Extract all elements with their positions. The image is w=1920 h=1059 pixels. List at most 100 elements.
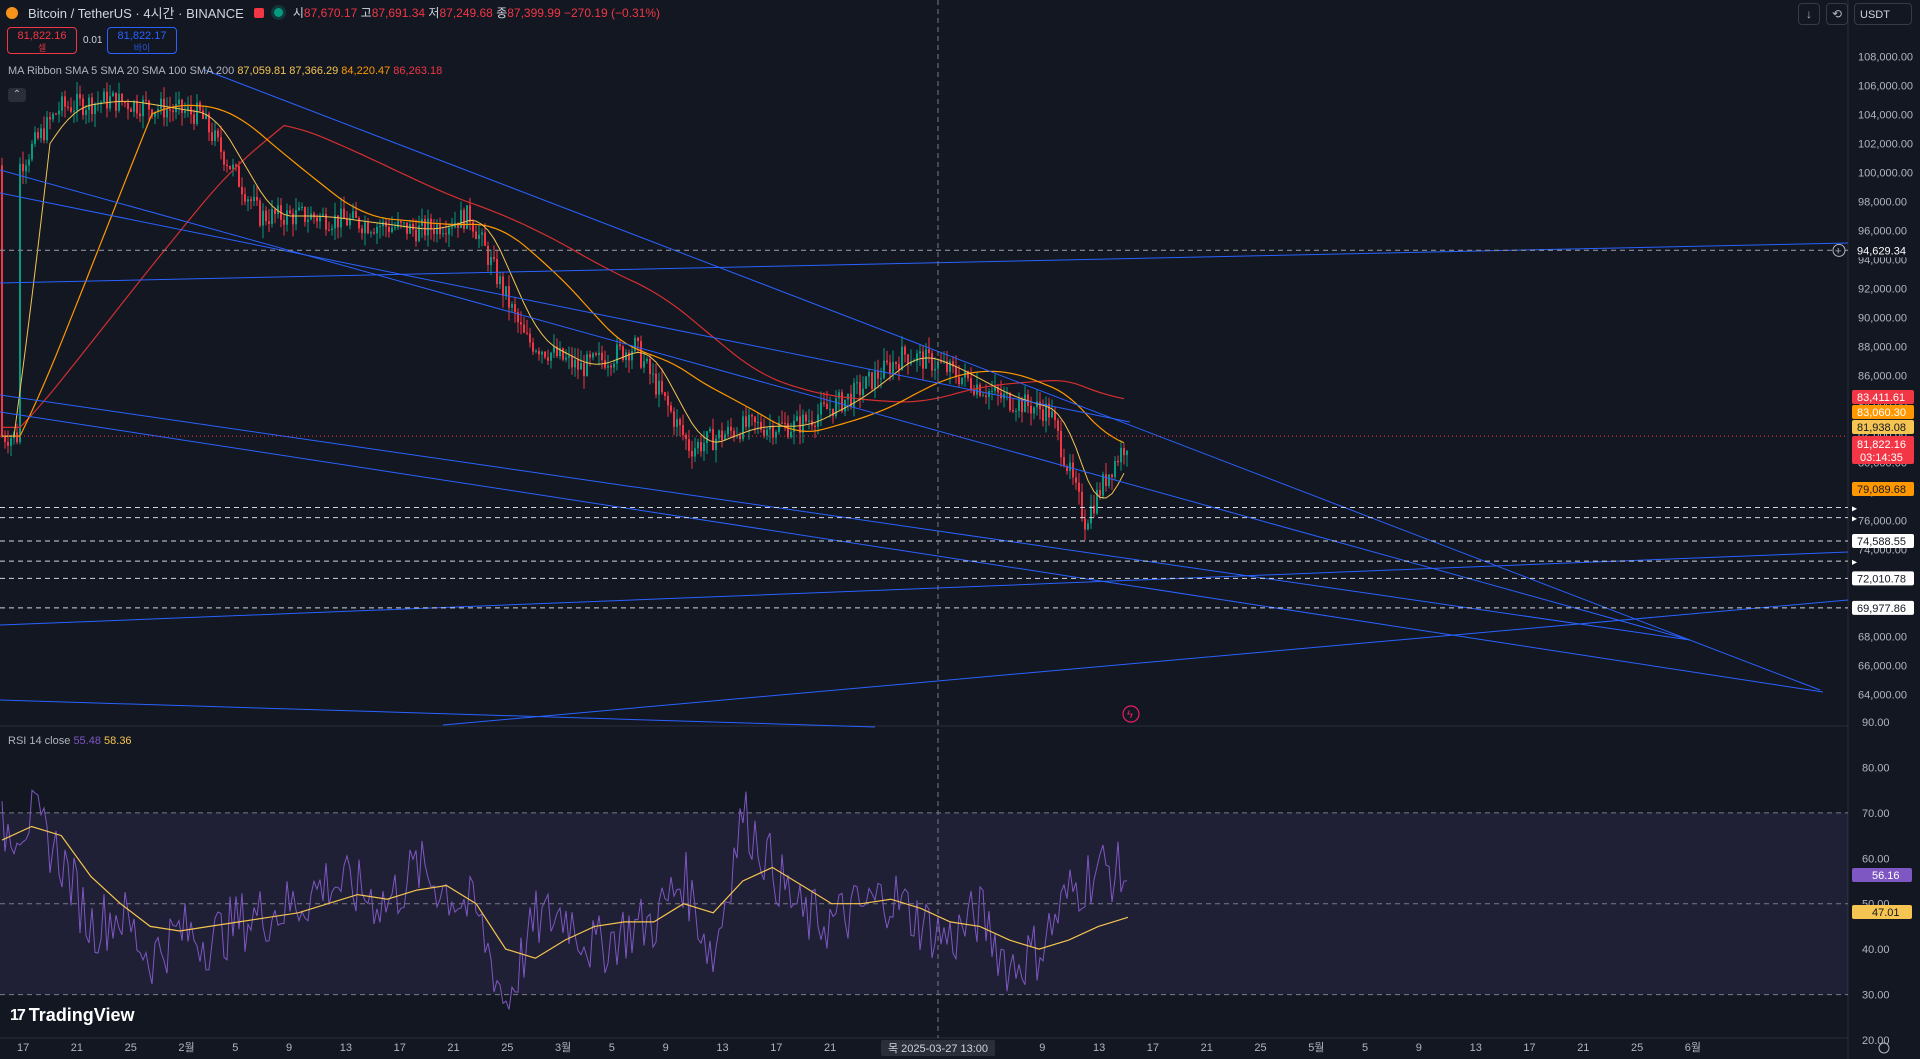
candle-body xyxy=(928,349,930,354)
add-alert-icon[interactable] xyxy=(1832,243,1846,257)
rsi-legend[interactable]: RSI 14 close 55.48 58.36 xyxy=(8,735,132,747)
sell-button[interactable]: 81,822.16 셀 xyxy=(7,27,77,54)
candle-body xyxy=(226,164,228,166)
candle-body xyxy=(754,416,756,423)
candle-body xyxy=(376,226,378,234)
candle-body xyxy=(298,207,300,211)
candle-body xyxy=(832,408,834,417)
candle-body xyxy=(601,352,603,361)
candle-body xyxy=(457,222,459,228)
candle-body xyxy=(76,93,78,111)
candle-body xyxy=(361,228,363,234)
candle-body xyxy=(331,228,333,231)
price-tick-label: 88,000.00 xyxy=(1858,342,1907,354)
candle-body xyxy=(58,110,60,115)
ma-ribbon-legend[interactable]: MA Ribbon SMA 5 SMA 20 SMA 100 SMA 200 8… xyxy=(8,65,443,77)
candle-body xyxy=(316,217,318,222)
trend-line[interactable] xyxy=(0,242,1849,284)
candle-body xyxy=(139,113,141,117)
candle-body xyxy=(1060,430,1062,458)
candle-body xyxy=(463,210,465,229)
candle-body xyxy=(415,229,417,242)
last-price-tag-bg xyxy=(1852,436,1914,464)
symbol-title[interactable]: Bitcoin / TetherUS · 4시간 · BINANCE xyxy=(28,6,244,21)
tradingview-logo-icon: 17 xyxy=(10,1006,26,1024)
candle-body xyxy=(667,395,669,406)
candle-body xyxy=(319,215,321,222)
ma-value: 84,220.47 xyxy=(338,65,391,77)
trend-line[interactable] xyxy=(0,169,1691,641)
candle-body xyxy=(181,99,183,113)
candle-body xyxy=(244,194,246,202)
trend-line[interactable] xyxy=(0,394,1691,641)
time-tick-label: 21 xyxy=(71,1042,83,1054)
candle-body xyxy=(169,109,171,111)
candle-body xyxy=(97,102,99,104)
candle-body xyxy=(202,110,204,119)
settings-icon[interactable] xyxy=(1878,1042,1890,1054)
spread-value: 0.01 xyxy=(83,35,103,46)
time-tick-label: 17 xyxy=(1523,1042,1535,1054)
sync-icon[interactable]: ⟲ xyxy=(1826,3,1848,25)
candle-body xyxy=(37,132,39,139)
candle-body xyxy=(1042,409,1044,421)
candle-body xyxy=(301,206,303,208)
candle-body xyxy=(247,199,249,202)
trend-line[interactable] xyxy=(204,69,1821,691)
candle-body xyxy=(553,346,555,353)
trend-line[interactable] xyxy=(0,411,1824,693)
candle-body xyxy=(931,353,933,371)
ma-price-tag: 79,089.68 xyxy=(1857,484,1906,496)
candle-body xyxy=(598,352,600,355)
candle-body xyxy=(1105,474,1107,486)
candle-body xyxy=(16,432,18,443)
crosshair-time-label: 목 2025-03-27 13:00 xyxy=(888,1042,988,1055)
candle-body xyxy=(778,422,780,433)
lightning-icon[interactable] xyxy=(1122,705,1140,723)
candle-body xyxy=(73,110,75,112)
candle-body xyxy=(118,93,120,111)
tradingview-logo[interactable]: 17 TradingView xyxy=(10,1005,135,1025)
candle-body xyxy=(481,232,483,235)
candle-body xyxy=(994,386,996,391)
candle-body xyxy=(82,98,84,115)
candle-body xyxy=(745,416,747,427)
ma-price-tag-bg xyxy=(1852,405,1914,419)
candle-body xyxy=(628,352,630,361)
rsi-tick-label: 60.00 xyxy=(1862,853,1890,865)
candle-body xyxy=(580,363,582,370)
download-icon[interactable]: ↓ xyxy=(1798,3,1820,25)
candle-body xyxy=(7,442,9,446)
candle-body xyxy=(661,380,663,393)
candle-body xyxy=(496,258,498,285)
collapse-legend-button[interactable]: ⌃ xyxy=(8,88,26,102)
candle-body xyxy=(64,96,66,107)
buy-button[interactable]: 81,822.17 바이 xyxy=(107,27,177,54)
candle-body xyxy=(547,357,549,361)
candle-body xyxy=(631,351,633,361)
candle-body xyxy=(1090,505,1092,524)
candle-body xyxy=(127,102,129,110)
candle-body xyxy=(763,429,765,436)
price-tick-label: 102,000.00 xyxy=(1858,139,1913,151)
trend-line[interactable] xyxy=(442,599,1849,726)
candle-body xyxy=(106,91,108,109)
candle-body xyxy=(565,357,567,360)
candle-body xyxy=(220,137,222,152)
trend-line[interactable] xyxy=(0,192,1131,423)
candle-body xyxy=(838,392,840,399)
candle-body xyxy=(487,245,489,265)
candle-body xyxy=(199,102,201,111)
candle-body xyxy=(706,431,708,444)
candle-body xyxy=(1039,401,1041,410)
candle-body xyxy=(865,376,867,389)
currency-selector[interactable]: USDT xyxy=(1854,3,1912,25)
candle-body xyxy=(394,227,396,229)
time-tick-label: 5 xyxy=(232,1042,238,1054)
candle-body xyxy=(856,382,858,384)
trend-line[interactable] xyxy=(0,551,1849,626)
trend-line[interactable] xyxy=(0,699,876,728)
candle-body xyxy=(43,128,45,141)
candle-body xyxy=(289,210,291,214)
